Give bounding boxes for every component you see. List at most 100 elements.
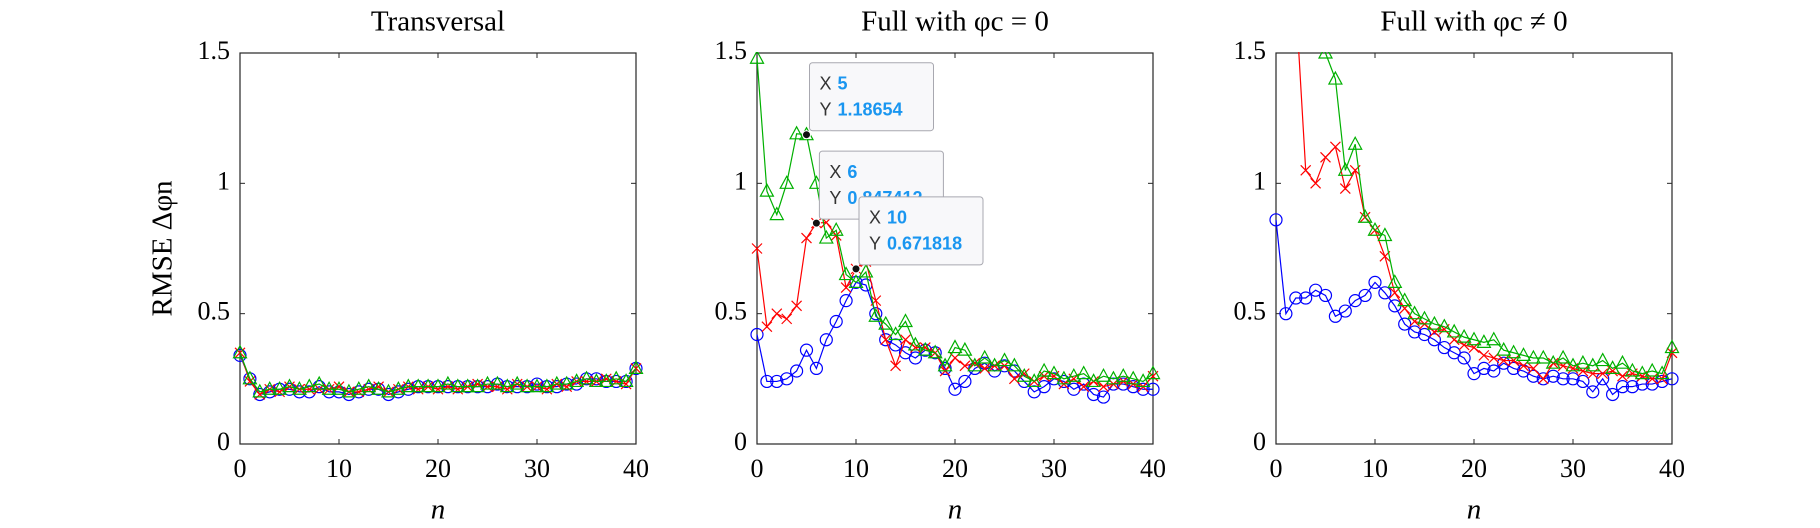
marker <box>420 378 436 393</box>
marker <box>380 383 397 398</box>
marker <box>281 378 298 393</box>
marker <box>769 206 785 221</box>
marker <box>1046 365 1062 380</box>
marker <box>390 381 406 395</box>
marker <box>1456 328 1472 343</box>
marker <box>1347 135 1363 150</box>
marker <box>1416 310 1433 325</box>
marker <box>440 375 456 390</box>
x-tick-label: 30 <box>1560 454 1586 483</box>
axes-box <box>1275 52 1673 445</box>
marker <box>1506 344 1522 359</box>
marker <box>858 263 874 278</box>
marker <box>1525 349 1541 364</box>
marker <box>996 352 1013 367</box>
marker <box>1654 365 1670 380</box>
marker <box>799 343 814 357</box>
marker <box>1377 227 1393 242</box>
marker <box>869 307 883 321</box>
datatip-y-label: Y <box>829 188 841 208</box>
y-tick-label: 1.5 <box>1234 36 1267 65</box>
marker <box>1006 357 1022 372</box>
marker <box>1457 351 1471 365</box>
marker <box>301 378 317 393</box>
marker <box>1615 380 1630 394</box>
marker <box>1378 286 1392 300</box>
marker <box>470 378 486 393</box>
marker <box>489 375 505 390</box>
marker <box>322 385 336 399</box>
marker <box>1478 349 1490 361</box>
marker <box>341 383 357 398</box>
marker <box>791 300 803 312</box>
marker <box>809 361 824 376</box>
marker <box>1487 364 1501 378</box>
marker <box>908 351 923 365</box>
marker <box>460 378 476 393</box>
marker <box>1614 354 1631 369</box>
marker <box>770 374 784 389</box>
marker <box>779 175 795 189</box>
x-tick-label: 20 <box>1461 454 1487 483</box>
marker <box>1664 339 1680 354</box>
marker <box>1397 292 1413 307</box>
marker <box>947 339 963 354</box>
marker <box>888 326 904 341</box>
marker <box>1086 387 1101 402</box>
marker <box>1566 372 1580 386</box>
marker <box>1527 362 1539 374</box>
plot-area <box>1269 52 1680 402</box>
datatip-x-value: 10 <box>887 208 907 228</box>
x-tick-label: 30 <box>1041 454 1067 483</box>
marker <box>608 370 624 385</box>
marker <box>1269 213 1283 227</box>
datatip-dot <box>851 264 861 274</box>
datatip-y-value: 0.671818 <box>887 234 962 254</box>
y-tick-label: 0 <box>1253 427 1266 456</box>
marker <box>1338 304 1352 318</box>
datatip-y-value: 1.18654 <box>838 99 903 119</box>
marker <box>1026 373 1042 388</box>
marker <box>1466 331 1482 346</box>
marker <box>1146 382 1160 396</box>
marker <box>361 378 377 393</box>
marker <box>569 373 585 388</box>
marker <box>1317 52 1334 59</box>
marker <box>600 373 612 385</box>
marker <box>371 381 387 395</box>
marker <box>880 334 892 346</box>
marker <box>829 314 843 329</box>
marker <box>1625 380 1640 394</box>
marker <box>1555 349 1571 364</box>
marker <box>760 374 774 389</box>
marker <box>1279 307 1293 321</box>
marker <box>1076 365 1092 380</box>
chart-title: Transversal <box>371 6 505 38</box>
marker <box>1367 221 1383 236</box>
series-line <box>1324 52 1673 375</box>
marker <box>578 370 595 385</box>
marker <box>1655 374 1669 389</box>
y-tick-label: 1 <box>1253 166 1266 195</box>
marker <box>1624 362 1640 377</box>
marker <box>1036 362 1052 377</box>
marker <box>1644 362 1660 377</box>
marker <box>351 381 367 395</box>
marker <box>1096 390 1111 404</box>
axes-box <box>239 52 637 445</box>
marker <box>781 313 793 325</box>
marker <box>499 378 515 393</box>
marker <box>897 313 914 328</box>
marker <box>1546 369 1560 383</box>
x-axis-label: n <box>1467 494 1482 526</box>
marker <box>801 232 812 244</box>
marker <box>878 315 894 330</box>
x-tick-label: 0 <box>234 454 247 483</box>
marker <box>1016 367 1032 382</box>
x-tick-label: 0 <box>1270 454 1283 483</box>
marker <box>848 274 864 288</box>
marker <box>1595 352 1611 367</box>
marker <box>1387 274 1403 288</box>
datatip-box <box>809 62 934 132</box>
marker <box>979 362 991 374</box>
